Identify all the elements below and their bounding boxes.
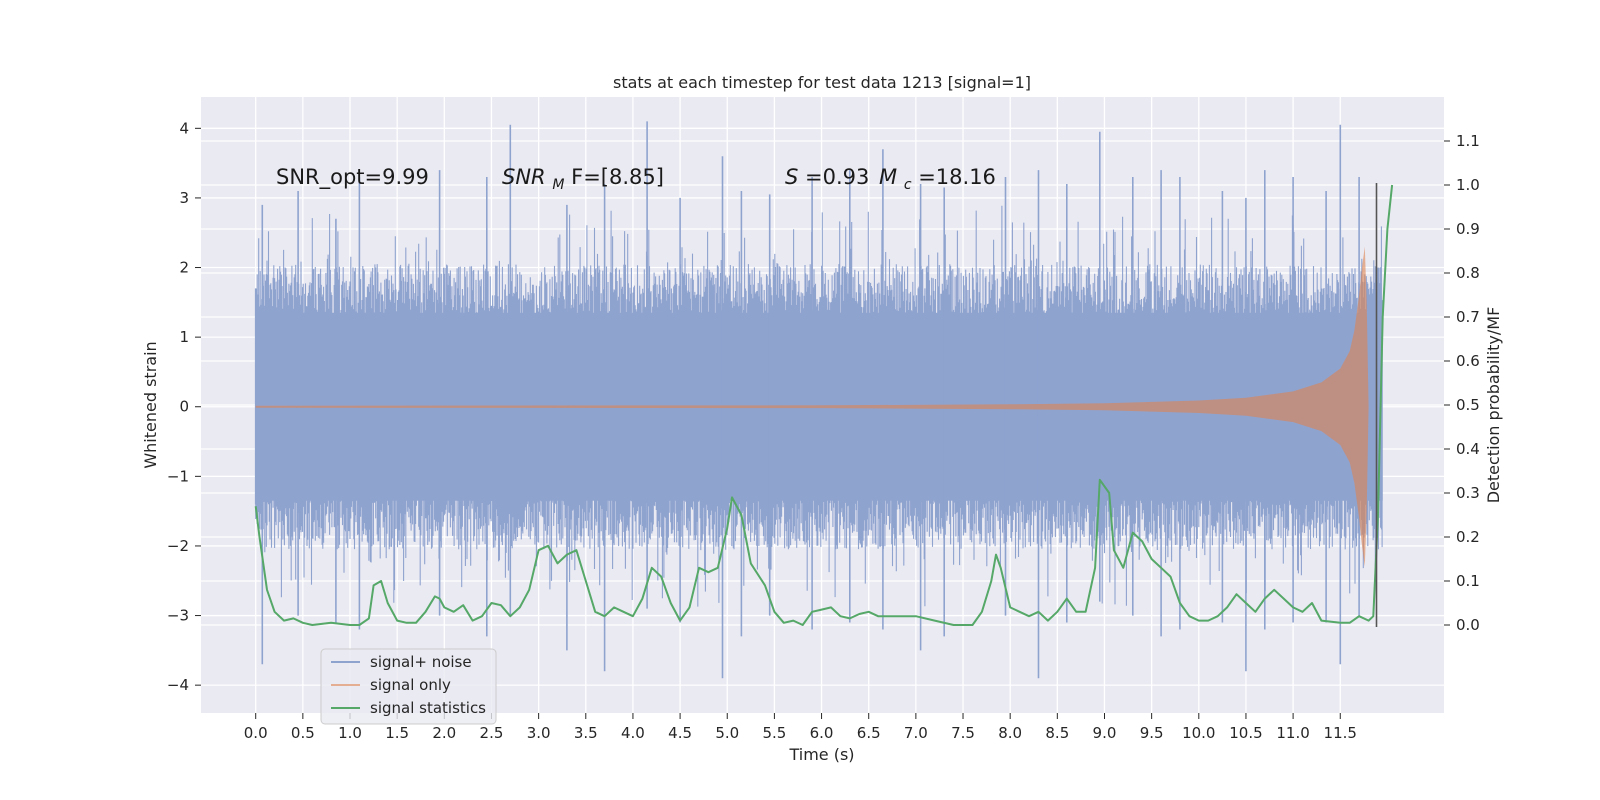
legend: signal+ noise signal only signal statist… <box>320 648 497 725</box>
right-y-axis-ticks: 1.1 1.0 0.9 0.8 0.7 0.6 0.5 0.4 0.3 0.2 0.1 0.0 <box>1444 132 1480 634</box>
x-tick-label: 7.0 <box>904 724 928 742</box>
x-axis-label: Time (s) <box>788 745 854 764</box>
x-tick-label: 10.0 <box>1182 724 1215 742</box>
right-y-tick-label: 0.9 <box>1456 220 1480 238</box>
mc-sub: c <box>904 177 912 193</box>
legend-box <box>320 648 497 725</box>
snr-mf-main: SNR <box>502 165 546 189</box>
x-tick-label: 2.5 <box>480 724 504 742</box>
left-y-tick-label: 0 <box>179 398 189 416</box>
snr-mf-sub: M <box>552 177 564 193</box>
right-y-tick-label: 0.6 <box>1456 352 1480 370</box>
signal-statistics-series <box>254 184 1394 626</box>
x-tick-label: 8.0 <box>998 724 1022 742</box>
annotation-s: S =0.93 <box>785 165 869 189</box>
legend-label-signal-only: signal only <box>370 676 451 694</box>
x-tick-label: 6.0 <box>810 724 834 742</box>
right-y-tick-label: 0.4 <box>1456 440 1480 458</box>
right-y-axis-label: Detection probability/MF <box>1484 307 1503 504</box>
annotation-mc: M c =18.16 <box>879 165 996 194</box>
annotation-snr-mf: SNR M F=[8.85] <box>502 165 664 194</box>
mc-rest: =18.16 <box>918 165 996 189</box>
left-y-tick-label: 3 <box>179 189 189 207</box>
right-y-tick-label: 0.5 <box>1456 396 1480 414</box>
x-tick-label: 1.0 <box>338 724 362 742</box>
left-y-tick-label: 4 <box>179 119 189 137</box>
x-tick-label: 11.5 <box>1324 724 1357 742</box>
signal-statistics-line <box>254 184 1394 626</box>
left-y-axis-label: Whitened strain <box>141 341 160 468</box>
right-y-tick-label: 1.0 <box>1456 176 1480 194</box>
x-tick-label: 6.5 <box>857 724 881 742</box>
signal-only-envelope <box>255 246 1369 567</box>
x-tick-label: 2.0 <box>432 724 456 742</box>
x-tick-label: 1.5 <box>385 724 409 742</box>
left-y-tick-label: −2 <box>167 537 189 555</box>
x-tick-label: 3.5 <box>574 724 598 742</box>
left-y-tick-label: 2 <box>179 259 189 277</box>
x-tick-label: 9.0 <box>1093 724 1117 742</box>
annotation-snr-opt: SNR_opt=9.99 <box>276 165 429 190</box>
chart-title: stats at each timestep for test data 121… <box>613 73 1031 92</box>
left-y-tick-label: 1 <box>179 328 189 346</box>
x-tick-label: 9.5 <box>1140 724 1164 742</box>
x-tick-label: 8.5 <box>1045 724 1069 742</box>
s-rest: =0.93 <box>805 165 869 189</box>
right-y-tick-label: 0.8 <box>1456 264 1480 282</box>
right-y-tick-label: 0.0 <box>1456 616 1480 634</box>
left-y-tick-label: −1 <box>167 467 189 485</box>
mc-main: M <box>879 165 897 189</box>
x-tick-label: 0.5 <box>291 724 315 742</box>
s-main: S <box>785 165 798 189</box>
snr-mf-rest: F=[8.85] <box>571 165 664 189</box>
x-axis-ticks: 0.0 0.5 1.0 1.5 2.0 2.5 3.0 3.5 4.0 4.5 5.0 5.5 6.0 6… <box>244 713 1357 742</box>
x-tick-label: 3.0 <box>527 724 551 742</box>
right-y-tick-label: 0.7 <box>1456 308 1480 326</box>
left-y-tick-label: −3 <box>167 607 189 625</box>
signal-only-series <box>255 246 1369 567</box>
x-tick-label: 11.0 <box>1276 724 1309 742</box>
x-tick-label: 4.0 <box>621 724 645 742</box>
right-y-tick-label: 0.2 <box>1456 528 1480 546</box>
right-y-tick-label: 0.3 <box>1456 484 1480 502</box>
legend-label-signal-statistics: signal statistics <box>370 699 486 717</box>
legend-label-signal-noise: signal+ noise <box>370 653 472 671</box>
left-y-tick-label: −4 <box>167 676 189 694</box>
right-y-tick-label: 1.1 <box>1456 132 1480 150</box>
left-y-axis-ticks: 4 3 2 1 0 −1 −2 −3 −4 <box>167 119 201 694</box>
x-tick-label: 10.5 <box>1229 724 1262 742</box>
x-tick-label: 4.5 <box>668 724 692 742</box>
x-tick-label: 5.5 <box>762 724 786 742</box>
x-tick-label: 7.5 <box>951 724 975 742</box>
right-y-tick-label: 0.1 <box>1456 572 1480 590</box>
x-tick-label: 5.0 <box>715 724 739 742</box>
x-tick-label: 0.0 <box>244 724 268 742</box>
